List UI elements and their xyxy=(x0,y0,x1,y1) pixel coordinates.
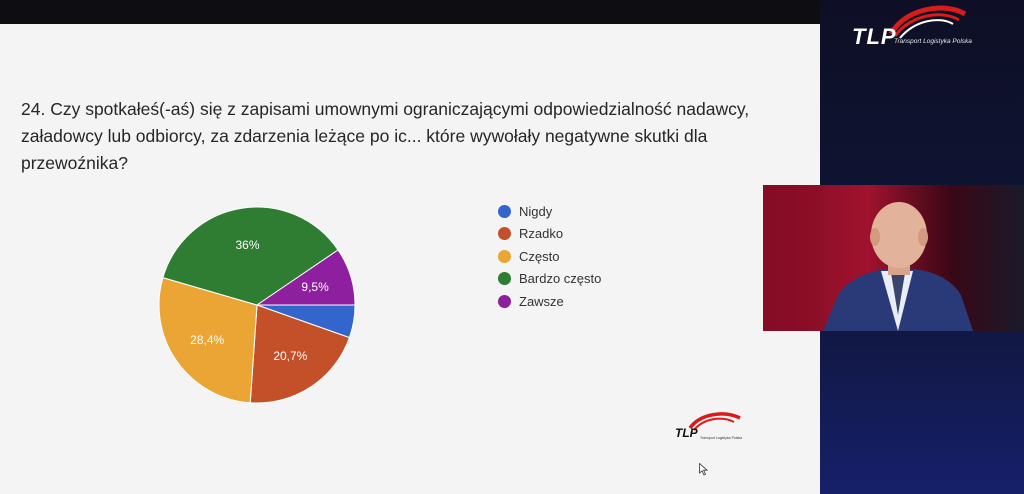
legend-swatch xyxy=(498,227,511,241)
slice-label: 20,7% xyxy=(273,349,307,363)
tlp-logo-icon xyxy=(888,5,967,39)
pie-slice-zawsze xyxy=(255,249,356,306)
presenter-figure xyxy=(763,185,973,331)
legend-swatch xyxy=(498,204,511,218)
legend-label: Rzadko xyxy=(519,226,564,242)
slide-brand-name: TLP xyxy=(675,426,698,440)
pie-slice-często xyxy=(158,277,258,404)
slice-label: 36% xyxy=(235,238,259,252)
brand-name: TLP xyxy=(852,24,897,49)
slice-label: 9,5% xyxy=(301,280,329,294)
legend-label: Nigdy xyxy=(519,203,553,219)
legend-item: Rzadko xyxy=(498,223,601,246)
brand-subtitle: Transport Logistyka Polska xyxy=(894,38,972,45)
pie-chart: 20,7% 28,4% 36% 9,5% xyxy=(158,206,356,404)
pie-slice-rzadko xyxy=(249,304,351,404)
legend-swatch xyxy=(498,249,511,263)
legend-swatch xyxy=(498,294,511,308)
legend-label: Zawsze xyxy=(519,293,564,309)
legend-label: Bardzo często xyxy=(519,271,602,287)
slice-label: 28,4% xyxy=(190,333,224,347)
legend-item: Bardzo często xyxy=(498,268,601,291)
legend-label: Często xyxy=(519,248,560,264)
tlp-logo-small-icon xyxy=(688,412,741,431)
presenter-video xyxy=(763,185,1024,331)
legend-item: Często xyxy=(498,245,601,268)
legend-item: Zawsze xyxy=(498,290,601,313)
legend-swatch xyxy=(498,272,511,286)
legend-item: Nigdy xyxy=(498,200,601,223)
slide-brand-subtitle: Transport Logistyka Polska xyxy=(700,436,743,440)
slide xyxy=(0,24,820,494)
pie-slice-bardzo-często xyxy=(162,206,339,306)
slide-question: 24. Czy spotkałeś(-aś) się z zapisami um… xyxy=(21,96,801,177)
question-line-2: załadowcy lub odbiorcy, za zdarzenia leż… xyxy=(21,126,708,173)
cursor-icon xyxy=(699,463,708,476)
chart-legend: Nigdy Rzadko Często Bardzo często Zawsze xyxy=(498,200,601,313)
top-bar xyxy=(0,0,820,24)
question-line-1: 24. Czy spotkałeś(-aś) się z zapisami um… xyxy=(21,99,750,119)
